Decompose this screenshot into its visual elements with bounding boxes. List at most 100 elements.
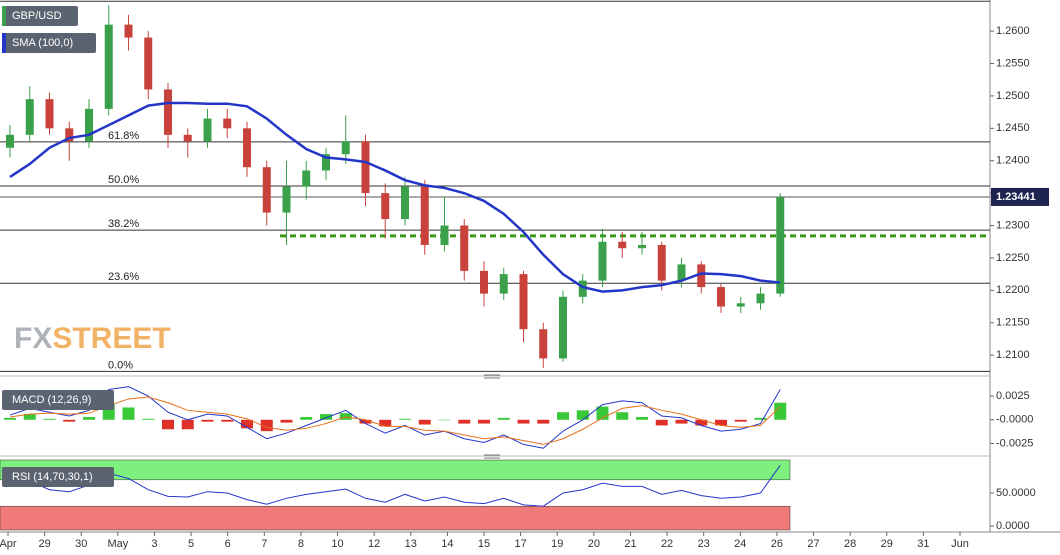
- candle-body: [223, 118, 232, 129]
- histogram-bar: [221, 419, 234, 422]
- histogram-bar: [379, 419, 392, 427]
- x-tick-label: 31: [917, 538, 929, 550]
- histogram-bar: [754, 417, 767, 420]
- fib-label: 0.0%: [108, 359, 133, 371]
- candle-body: [756, 293, 765, 304]
- histogram-bar: [655, 419, 668, 426]
- y-tick-label: 1.2600: [996, 25, 1030, 37]
- x-tick-label: 29: [38, 538, 50, 550]
- y-tick-label: 0.0000: [996, 520, 1030, 532]
- x-tick-label: 15: [478, 538, 490, 550]
- candle-body: [440, 225, 449, 245]
- candle-body: [717, 287, 725, 307]
- x-tick-label: 8: [298, 538, 304, 550]
- y-tick-label: 1.2450: [996, 122, 1030, 134]
- histogram-bar: [399, 418, 411, 420]
- histogram-bar: [497, 417, 510, 420]
- x-tick-label: 6: [225, 538, 231, 550]
- x-tick-label: 21: [624, 538, 636, 550]
- candle-body: [45, 99, 54, 129]
- candle-body: [243, 128, 251, 168]
- resize-grip[interactable]: [484, 374, 500, 379]
- histogram-bar: [636, 416, 648, 420]
- histogram-bar: [241, 419, 253, 429]
- macd-line: [9, 386, 781, 449]
- fib-label: 61.8%: [108, 130, 139, 142]
- legend-label: GBP/USD: [12, 10, 62, 22]
- candle-body: [618, 241, 627, 249]
- legend-swatch: [2, 6, 6, 26]
- x-tick-label: 27: [807, 538, 819, 550]
- candle-body: [559, 296, 567, 359]
- candle-body: [144, 37, 153, 90]
- x-tick-label: 20: [588, 538, 600, 550]
- rsi-line: [9, 464, 781, 507]
- candle-body: [677, 264, 686, 281]
- oversold-zone: [0, 505, 791, 531]
- y-tick-label: 1.2150: [996, 317, 1030, 329]
- histogram-bar: [438, 419, 451, 421]
- histogram-bar: [675, 419, 688, 424]
- x-tick-label: 3: [151, 538, 157, 550]
- x-tick-label: May: [107, 538, 128, 550]
- candle-body: [203, 118, 212, 142]
- histogram-bar: [260, 419, 273, 432]
- x-tick-label: 26: [771, 538, 783, 550]
- candle-body: [282, 186, 291, 213]
- candle-body: [460, 225, 469, 271]
- candle-body: [539, 329, 548, 359]
- histogram-bar: [63, 419, 76, 422]
- candle-body: [65, 128, 74, 142]
- candle-body: [480, 270, 488, 294]
- histogram-bar: [43, 418, 56, 420]
- sma-line: [9, 101, 781, 293]
- resize-grip[interactable]: [484, 454, 500, 459]
- histogram-bar: [734, 419, 747, 422]
- watermark: FXSTREET: [14, 322, 171, 355]
- histogram-bar: [458, 419, 471, 424]
- histogram-bar: [557, 412, 569, 420]
- histogram-bar: [122, 407, 135, 420]
- y-tick-label: 1.2400: [996, 155, 1030, 167]
- histogram-bar: [300, 416, 313, 420]
- x-tick-label: Apr: [0, 538, 17, 550]
- legend-box: [2, 33, 96, 53]
- histogram-bar: [162, 419, 174, 430]
- x-tick-label: 28: [844, 538, 856, 550]
- candle-body: [361, 141, 370, 194]
- y-tick-label: 1.2250: [996, 252, 1030, 264]
- histogram-bar: [4, 417, 16, 420]
- histogram-bar: [715, 419, 727, 426]
- macd-line: [9, 396, 781, 445]
- candle-body: [401, 186, 409, 220]
- candle-body: [25, 99, 34, 135]
- x-tick-label: Jun: [951, 538, 969, 550]
- candle-body: [322, 154, 330, 171]
- overbought-zone: [0, 459, 791, 481]
- x-tick-label: 24: [734, 538, 746, 550]
- x-tick-label: 12: [368, 538, 380, 550]
- candle-body: [657, 244, 666, 281]
- histogram-bar: [478, 419, 490, 424]
- legend-box: [2, 390, 114, 410]
- last-price-label: 1.23441: [996, 191, 1036, 203]
- x-tick-label: 30: [75, 538, 87, 550]
- candle-body: [420, 186, 429, 245]
- watermark-part: STREET: [52, 322, 170, 355]
- y-tick-label: -0.0025: [996, 437, 1033, 449]
- candle-body: [697, 264, 706, 288]
- histogram-bar: [142, 418, 155, 420]
- histogram-bar: [359, 419, 372, 424]
- histogram-bar: [201, 419, 214, 422]
- y-tick-label: -0.0000: [996, 414, 1033, 426]
- x-tick-label: 10: [331, 538, 343, 550]
- x-tick-label: 19: [551, 538, 563, 550]
- x-tick-label: 17: [514, 538, 526, 550]
- histogram-bar: [418, 419, 431, 425]
- histogram-bar: [616, 412, 629, 420]
- candle-body: [578, 280, 587, 297]
- candle-body: [262, 167, 271, 213]
- last-price-box: [991, 187, 1049, 206]
